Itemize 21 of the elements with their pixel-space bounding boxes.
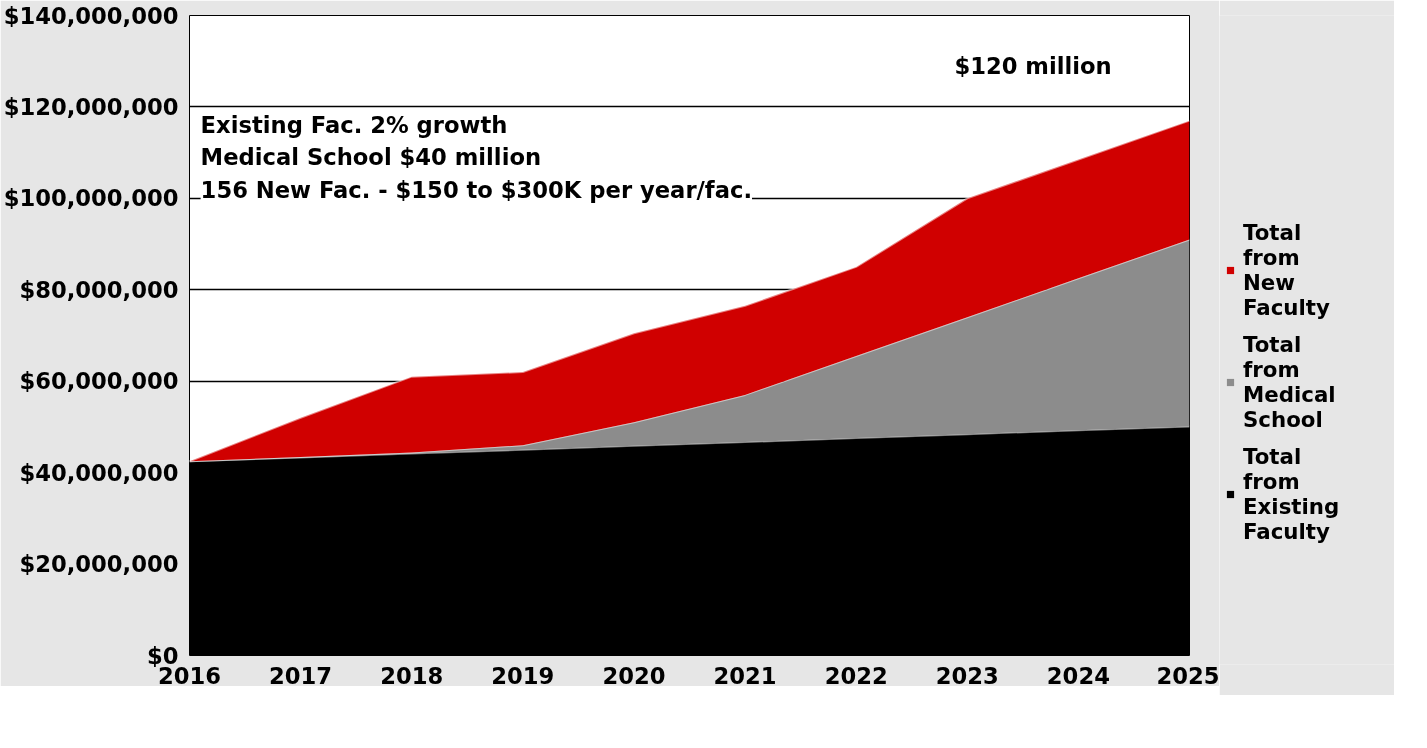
x-tick-label: 2024 (1046, 662, 1110, 689)
y-tick-label: $120,000,000 (3, 93, 179, 120)
x-tick-label: 2022 (824, 662, 888, 689)
x-tick-label: 2023 (935, 662, 999, 689)
y-tick-label: $20,000,000 (19, 551, 179, 578)
legend-label: Total from Existing Faculty (1243, 444, 1340, 544)
y-tick-label: $40,000,000 (19, 459, 179, 486)
x-tick-label: 2018 (380, 662, 444, 689)
annotation: Existing Fac. 2% growth Medical School $40 million 156 New Fac. - $150 to $300K per year/fac. (200, 111, 753, 203)
legend-label: Total from New Faculty (1243, 220, 1330, 320)
x-tick-label: 2020 (602, 662, 666, 689)
x-tick-label: 2017 (269, 662, 333, 689)
y-tick-label: $60,000,000 (19, 368, 179, 395)
y-tick-label: $80,000,000 (19, 276, 179, 303)
x-tick-label: 2021 (713, 662, 777, 689)
x-tick-label: 2019 (491, 662, 555, 689)
legend-label: Total from Medical School (1243, 332, 1336, 432)
y-tick-label: $140,000,000 (3, 2, 179, 29)
annotation: $120 million (954, 52, 1112, 79)
x-tick-label: 2025 (1156, 662, 1220, 689)
y-tick-label: $100,000,000 (3, 185, 179, 212)
